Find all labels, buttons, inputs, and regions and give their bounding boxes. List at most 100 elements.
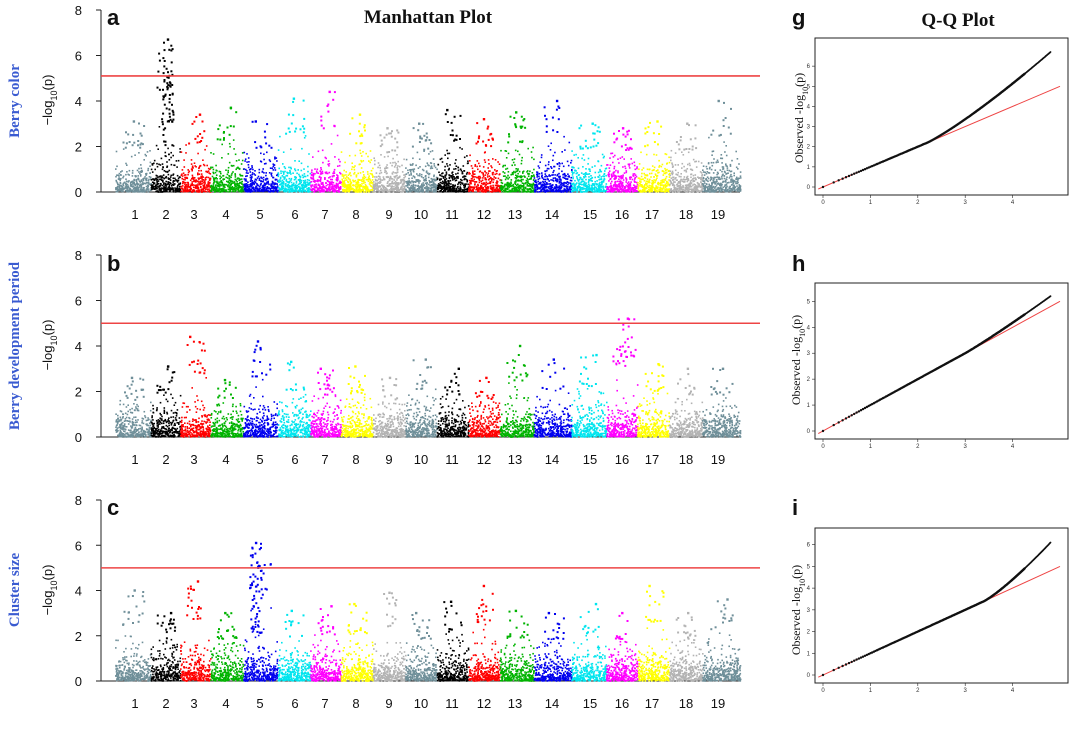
snp-point [577,157,579,159]
snp-point [556,187,558,189]
snp-point [406,191,409,193]
snp-point [544,181,546,183]
snp-point [521,141,524,144]
snp-point [272,165,275,168]
snp-point [561,162,563,165]
snp-point [255,179,258,181]
snp-point [173,183,175,185]
snp-point [155,144,158,147]
snp-point [565,178,567,180]
snp-point [487,159,490,161]
snp-point [558,165,561,167]
snp-point [138,171,140,173]
snp-point [249,174,252,177]
snp-point [570,159,573,162]
snp-point [167,173,170,176]
snp-point [203,164,206,167]
snp-point [279,188,281,191]
snp-point [193,162,196,164]
snp-point [487,189,489,191]
snp-point [312,176,315,178]
snp-point [137,186,140,189]
snp-point [288,185,291,187]
snp-point [612,171,615,174]
snp-point [171,185,173,187]
snp-point [533,177,536,179]
snp-point [252,168,254,171]
snp-point [202,190,205,192]
snp-point [125,180,128,183]
snp-point [411,164,414,166]
snp-point [428,183,430,186]
snp-point [142,178,144,180]
snp-point [348,188,350,191]
snp-point [247,172,249,174]
snp-point [363,126,366,129]
snp-point [268,172,271,174]
snp-point [588,186,591,188]
snp-point [535,190,537,192]
snp-point [572,176,574,178]
manhattan-a-y-axis-label: −log10(p) [40,75,59,126]
snp-point [245,168,247,171]
snp-point [354,165,356,167]
snp-point [425,177,427,180]
snp-point [262,176,265,179]
snp-point [358,186,361,188]
snp-point [457,172,459,175]
snp-point [196,141,199,144]
snp-point [314,186,316,189]
snp-point [351,162,353,164]
snp-point [463,186,465,188]
snp-point [140,134,143,137]
snp-point [389,162,392,164]
snp-point [165,177,167,179]
snp-point [524,182,527,184]
snp-point [303,168,305,170]
snp-point [349,180,352,182]
snp-point [379,176,381,178]
snp-point [461,148,463,150]
snp-point [542,190,545,192]
snp-point [466,162,469,165]
snp-point [226,190,228,193]
snp-point [132,186,134,188]
snp-point [164,155,167,157]
snp-point [346,190,348,192]
snp-point [328,165,330,167]
snp-point [337,190,340,192]
snp-point [179,148,181,150]
snp-point [553,187,556,190]
snp-point [232,164,235,167]
snp-point [544,114,546,117]
snp-point [321,188,323,190]
snp-point [117,185,119,188]
snp-point [125,190,127,192]
snp-point [294,160,296,162]
snp-point [190,163,193,165]
snp-point [543,106,546,109]
snp-point [359,142,362,145]
snp-point [588,168,591,171]
snp-point [134,154,136,156]
snp-point [297,179,300,181]
snp-point [180,151,183,153]
snp-point [306,179,309,181]
snp-point [303,173,306,175]
snp-point [391,130,393,133]
snp-point [533,158,535,161]
snp-point [206,171,209,174]
snp-point [362,182,365,184]
snp-point [366,188,368,191]
snp-point [588,179,591,181]
snp-point [253,183,255,186]
snp-point [260,180,263,183]
snp-point [137,183,140,185]
snp-point [416,173,418,175]
snp-point [544,164,547,167]
snp-point [171,120,174,123]
snp-point [432,186,435,188]
snp-point [138,122,140,125]
snp-point [541,177,544,179]
snp-point [514,171,517,174]
